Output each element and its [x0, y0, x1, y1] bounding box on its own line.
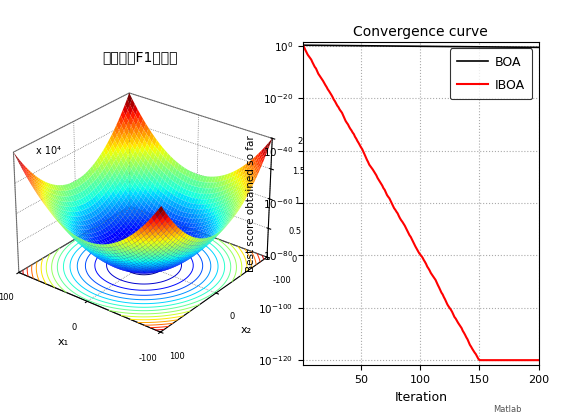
X-axis label: Iteration: Iteration [394, 391, 447, 404]
BOA [523, 45, 530, 50]
Legend: BOA, IBOA: BOA, IBOA [450, 48, 532, 99]
BOA [343, 43, 350, 48]
IBOA [362, 155, 369, 160]
IBOA [300, 43, 306, 48]
Title: Convergence curve: Convergence curve [353, 26, 488, 39]
BOA [314, 43, 320, 48]
Line: IBOA: IBOA [303, 45, 539, 360]
IBOA [535, 358, 542, 363]
Text: Matlab: Matlab [493, 404, 522, 414]
Y-axis label: Best score obtained so far: Best score obtained so far [246, 135, 256, 272]
BOA [362, 43, 369, 48]
X-axis label: x₁: x₁ [57, 337, 68, 347]
BOA [300, 43, 306, 48]
IBOA [343, 120, 350, 125]
BOA [515, 45, 522, 50]
BOA [309, 43, 316, 48]
IBOA [516, 358, 523, 363]
Title: 基准函数F1三维图: 基准函数F1三维图 [103, 50, 178, 64]
IBOA [314, 69, 320, 74]
IBOA [525, 358, 531, 363]
Text: x 10⁴: x 10⁴ [36, 146, 62, 156]
Y-axis label: x₂: x₂ [241, 325, 252, 335]
IBOA [309, 60, 316, 65]
Line: BOA: BOA [303, 45, 539, 47]
BOA [535, 45, 542, 50]
IBOA [477, 358, 484, 363]
